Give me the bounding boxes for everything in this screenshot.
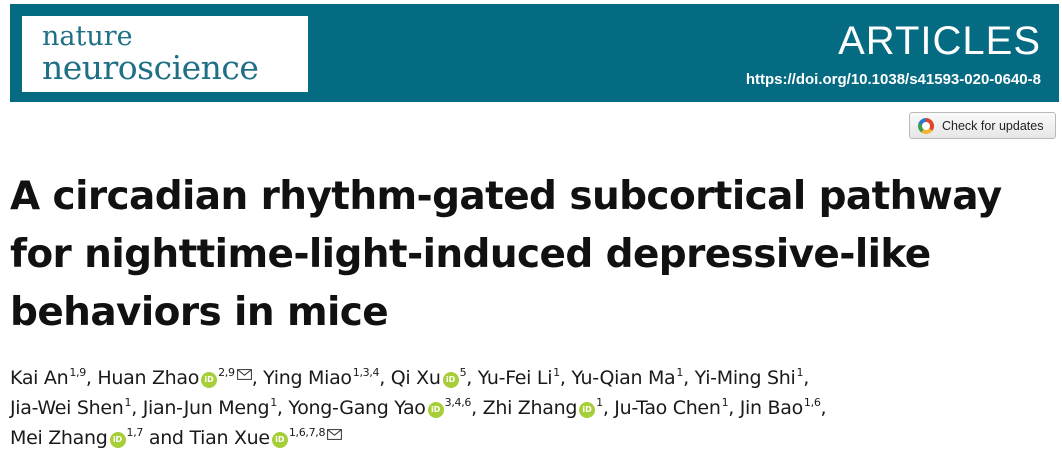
author-affiliation: 1: [596, 396, 603, 409]
author-affiliation: 1: [721, 396, 729, 409]
section-label: ARTICLES: [838, 19, 1041, 63]
author-list: Kai An1,9, Huan Zhao iD2,9, Ying Miao1,3,…: [10, 363, 1055, 453]
author-affiliation: 5: [459, 366, 467, 379]
author-name[interactable]: Yu-Fei Li1: [477, 366, 560, 389]
author-affiliation: 1: [796, 366, 804, 379]
author-affiliation: 1,9: [69, 366, 86, 379]
logo-text-neuroscience: neuroscience: [42, 48, 259, 87]
author-line: Mei Zhang iD1,7 and Tian Xue iD1,6,7,8: [10, 423, 1055, 453]
author-affiliation: 1,6,7,8: [288, 426, 326, 439]
author-name[interactable]: Tian Xue iD1,6,7,8: [189, 426, 343, 449]
doi-link[interactable]: https://doi.org/10.1038/s41593-020-0640-…: [745, 71, 1041, 88]
author-name[interactable]: Jia-Wei Shen1: [10, 396, 132, 419]
author-name[interactable]: Yu-Qian Ma1: [571, 366, 684, 389]
orcid-icon[interactable]: iD: [201, 372, 218, 388]
author-affiliation: 3,4,6: [444, 396, 472, 409]
author-line: Jia-Wei Shen1, Jian-Jun Meng1, Yong-Gang…: [10, 396, 827, 419]
journal-logo[interactable]: nature neuroscience: [22, 16, 308, 92]
author-name[interactable]: Jian-Jun Meng1: [142, 396, 277, 419]
author-name[interactable]: Ying Miao1,3,4: [263, 366, 380, 389]
check-for-updates-button[interactable]: Check for updates: [909, 112, 1056, 139]
author-name[interactable]: Yi-Ming Shi1: [694, 366, 804, 389]
author-affiliation: 1,6: [803, 396, 821, 409]
author-affiliation: 1: [124, 396, 132, 409]
mail-icon[interactable]: [327, 429, 343, 440]
author-line: Kai An1,9, Huan Zhao iD2,9, Ying Miao1,3,…: [10, 366, 809, 389]
orcid-icon[interactable]: iD: [579, 402, 596, 418]
check-for-updates-label: Check for updates: [942, 118, 1044, 133]
author-name[interactable]: Zhi Zhang iD1: [482, 396, 603, 419]
author-affiliation: 1,3,4: [352, 366, 380, 379]
author-affiliation: 1,7: [126, 426, 144, 439]
author-affiliation: 1: [553, 366, 560, 379]
journal-header: nature neuroscience ARTICLES https://doi…: [10, 4, 1059, 102]
author-name[interactable]: Kai An1,9: [10, 366, 86, 389]
title-line: behaviors in mice: [10, 290, 389, 335]
author-name[interactable]: Jin Bao1,6: [739, 396, 821, 419]
author-affiliation: 1: [270, 396, 277, 409]
title-line: for nighttime-light-induced depressive-l…: [10, 232, 931, 277]
orcid-icon[interactable]: iD: [442, 372, 459, 388]
author-name[interactable]: Ju-Tao Chen1: [614, 396, 729, 419]
mail-icon[interactable]: [236, 369, 252, 380]
orcid-icon[interactable]: iD: [427, 402, 444, 418]
title-line: A circadian rhythm-gated subcortical pat…: [10, 174, 1002, 219]
author-name[interactable]: Huan Zhao iD2,9: [97, 366, 252, 389]
orcid-icon[interactable]: iD: [271, 432, 288, 448]
article-title: A circadian rhythm-gated subcortical pat…: [10, 168, 1050, 342]
author-affiliation: 2,9: [218, 366, 235, 379]
logo-text-nature: nature: [42, 21, 133, 52]
author-name[interactable]: Mei Zhang iD1,7: [10, 426, 144, 449]
author-affiliation: 1: [676, 366, 684, 379]
orcid-icon[interactable]: iD: [109, 432, 126, 448]
crossmark-icon: [918, 117, 934, 134]
author-name[interactable]: Yong-Gang Yao iD3,4,6: [288, 396, 472, 419]
author-name[interactable]: Qi Xu iD5: [390, 366, 467, 389]
